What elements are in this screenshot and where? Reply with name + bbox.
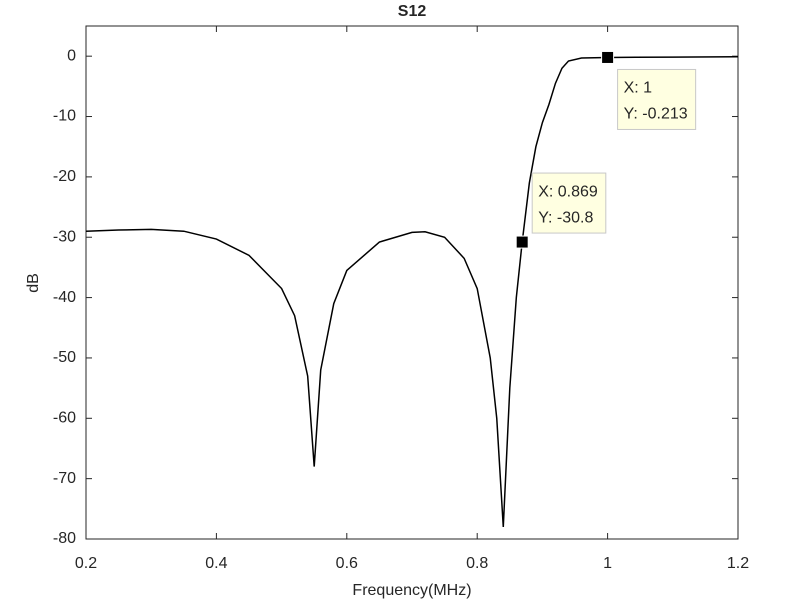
y-tick-label: -50 xyxy=(53,349,76,366)
y-tick-label: -10 xyxy=(53,108,76,125)
datatip-marker xyxy=(515,235,529,249)
x-tick-label: 1.2 xyxy=(727,555,749,572)
y-tick-label: -20 xyxy=(53,168,76,185)
chart-title: S12 xyxy=(398,3,427,20)
x-axis-label: Frequency(MHz) xyxy=(352,582,471,599)
x-tick-label: 0.8 xyxy=(466,555,488,572)
datatip-y: Y: -30.8 xyxy=(538,209,593,226)
y-tick-label: -40 xyxy=(53,289,76,306)
y-axis-label: dB xyxy=(25,273,42,293)
y-tick-label: 0 xyxy=(67,47,76,64)
datatip-x: X: 0.869 xyxy=(538,183,598,200)
x-tick-label: 1 xyxy=(603,555,612,572)
x-tick-label: 0.2 xyxy=(75,555,97,572)
x-tick-label: 0.6 xyxy=(336,555,358,572)
datatip-box xyxy=(617,68,697,130)
datatip-marker xyxy=(601,50,615,64)
datatip-box xyxy=(531,172,607,234)
datatip-y: Y: -0.213 xyxy=(624,106,688,123)
y-tick-label: -80 xyxy=(53,530,76,547)
y-tick-label: -30 xyxy=(53,228,76,245)
datatip-x: X: 1 xyxy=(624,80,653,97)
x-tick-label: 0.4 xyxy=(205,555,227,572)
y-tick-label: -60 xyxy=(53,410,76,427)
y-tick-label: -70 xyxy=(53,470,76,487)
line xyxy=(85,56,739,527)
